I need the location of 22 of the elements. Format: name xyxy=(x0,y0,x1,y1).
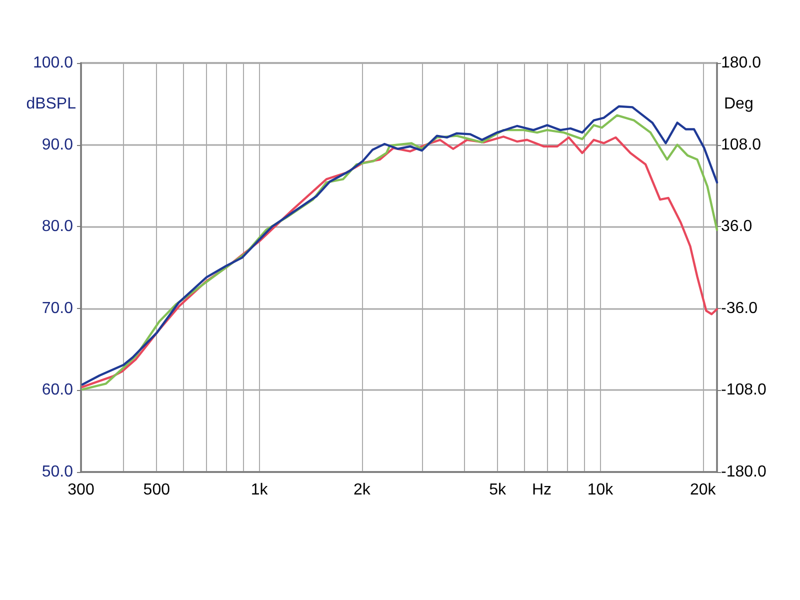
x-tick-label: 5k xyxy=(489,482,508,498)
y2-tick-label: -36.0 xyxy=(721,300,758,317)
y2-tick-label: 108.0 xyxy=(721,136,762,154)
y2-axis-title: Deg xyxy=(724,96,754,112)
y2-tick-label: 36.0 xyxy=(721,218,752,236)
y-axis-title: dBSPL xyxy=(26,96,76,112)
y-tick-label: 60.0 xyxy=(42,382,74,399)
y2-tick-label: -180.0 xyxy=(721,464,766,480)
y-tick-label: 50.0 xyxy=(42,464,74,480)
y-tick-label: 70.0 xyxy=(42,300,74,317)
x-tick-label: 2k xyxy=(353,482,372,498)
x-tick-label: 1k xyxy=(250,482,269,498)
x-tick-label: 300 xyxy=(68,482,94,498)
y2-tick-label: -108.0 xyxy=(721,382,766,399)
x-tick-label: 500 xyxy=(143,482,170,498)
y2-tick-label: 180.0 xyxy=(721,54,762,72)
x-tick-label: 20k xyxy=(690,482,717,498)
x-axis-title: Hz xyxy=(532,482,552,498)
x-tick-label: 10k xyxy=(587,482,614,498)
y-tick-label: 90.0 xyxy=(42,136,74,154)
y-tick-label: 80.0 xyxy=(42,218,74,236)
y-tick-label: 100.0 xyxy=(32,54,74,72)
